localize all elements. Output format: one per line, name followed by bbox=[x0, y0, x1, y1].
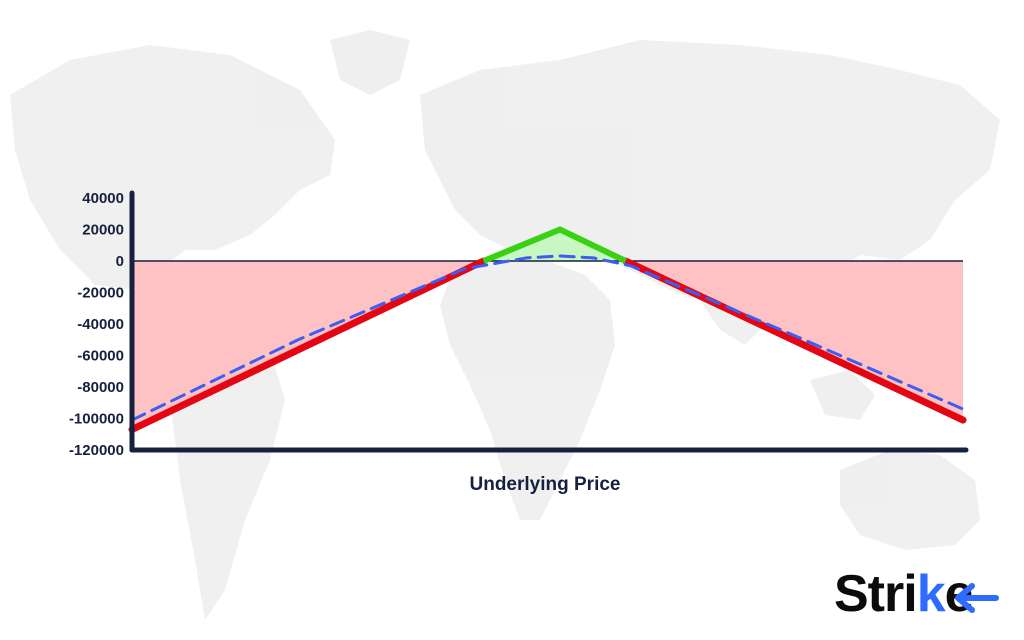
dashed-payoff-curve bbox=[130, 254, 965, 422]
brand-logo: Strike bbox=[834, 565, 999, 623]
y-tick-label: -80000 bbox=[77, 379, 124, 396]
profit-area bbox=[483, 229, 626, 261]
payoff-line-loss-right bbox=[622, 257, 967, 424]
y-tick-label: -20000 bbox=[77, 285, 124, 302]
plot-area: 40000 20000 0 -20000 -40000 -60000 -80000 -1000… bbox=[69, 190, 969, 495]
world-map-background bbox=[10, 30, 1000, 620]
y-tick-label: 40000 bbox=[82, 190, 124, 207]
brand-name-part2: k bbox=[917, 565, 946, 623]
x-axis-title: Underlying Price bbox=[470, 474, 621, 495]
y-tick-label: -60000 bbox=[77, 348, 124, 365]
payoff-line-profit bbox=[482, 226, 627, 264]
y-tick-label: -100000 bbox=[69, 411, 124, 428]
y-tick-label: -120000 bbox=[69, 442, 124, 459]
brand-arrow-icon bbox=[955, 583, 999, 613]
y-tick-label: -40000 bbox=[77, 316, 124, 333]
brand-logo-text: Strike bbox=[834, 565, 973, 623]
payoff-line-loss-left bbox=[128, 257, 488, 434]
y-tick-label: 0 bbox=[116, 253, 124, 270]
brand-name-part1: Stri bbox=[834, 565, 917, 623]
y-tick-label: 20000 bbox=[82, 222, 124, 239]
